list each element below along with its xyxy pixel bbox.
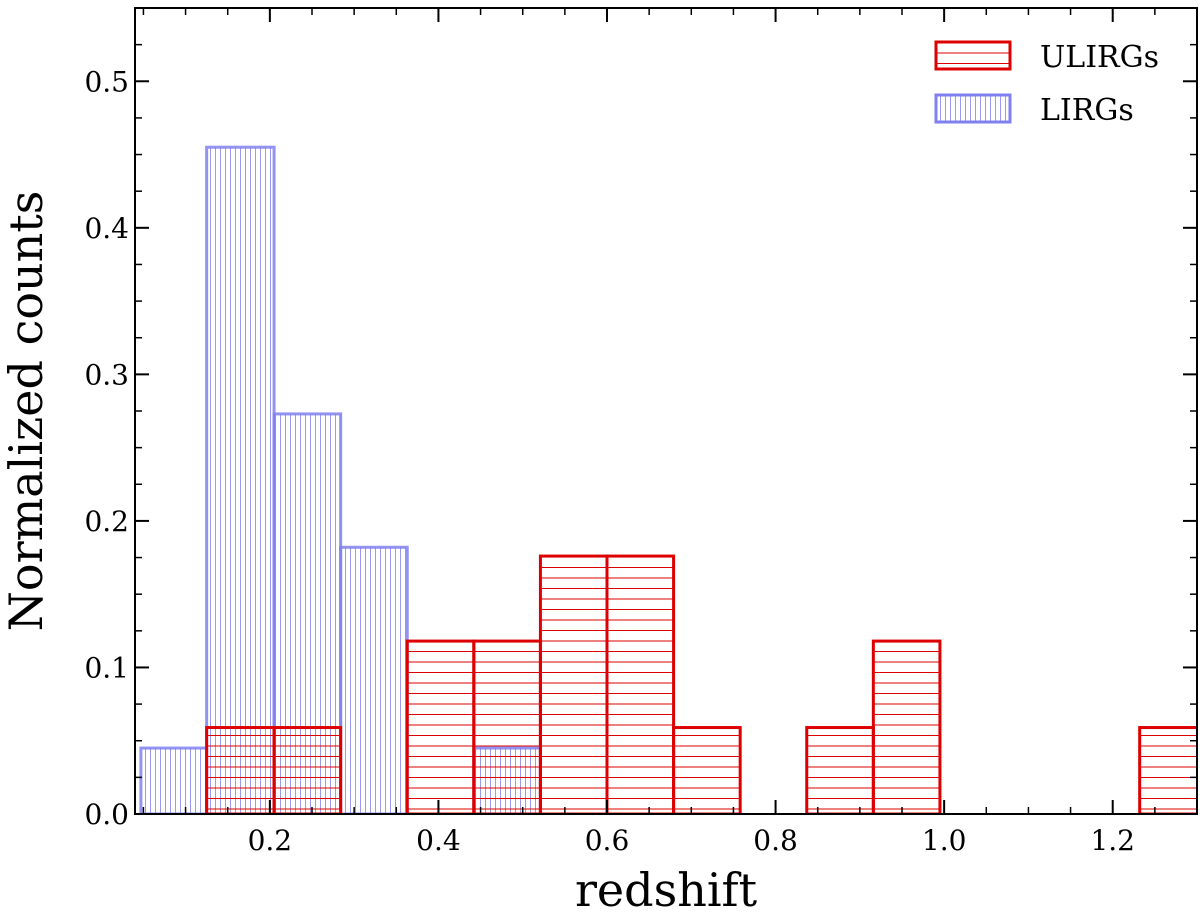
- y-tick-label-3: 0.3: [84, 358, 129, 391]
- legend-label-lirgs: LIRGs: [1040, 93, 1134, 128]
- legend-swatch-ulirgs: [934, 40, 1012, 71]
- x-tick-label-3: 0.8: [753, 824, 798, 857]
- lirgs-bar-3: [339, 545, 409, 814]
- ulirgs-bar-6: [672, 726, 742, 814]
- x-tick-label-4: 1.0: [922, 824, 967, 857]
- x-axis-label: redshift: [575, 863, 758, 915]
- y-tick-label-0: 0.0: [84, 798, 129, 831]
- y-tick-label-5: 0.5: [84, 65, 129, 98]
- legend: ULIRGs LIRGs: [934, 40, 1159, 128]
- ulirgs-bar-2: [405, 639, 476, 814]
- lirgs-bar-0: [139, 746, 209, 814]
- x-axis-ticks: 0.2 0.4 0.6 0.8 1.0 1.2: [142, 8, 1198, 857]
- ulirgs-bars: [205, 554, 1197, 814]
- ulirgs-bar-7: [805, 726, 875, 814]
- y-axis-ticks: 0.0 0.1 0.2 0.3 0.4 0.5: [84, 7, 1197, 831]
- ulirgs-bar-5: [605, 554, 676, 814]
- y-axis-label: Normalized counts: [0, 191, 53, 632]
- lirgs-bar-1: [205, 145, 276, 814]
- ulirgs-bar-0: [205, 726, 276, 814]
- x-tick-label-2: 0.6: [585, 824, 630, 857]
- y-tick-label-1: 0.1: [84, 651, 129, 684]
- legend-swatch-lirgs: [934, 93, 1012, 124]
- ulirgs-bar-4: [538, 554, 609, 814]
- ulirgs-bar-1: [272, 726, 343, 814]
- ulirgs-bar-8: [871, 639, 942, 814]
- x-tick-label-5: 1.2: [1090, 824, 1135, 857]
- ulirgs-bar-3: [472, 639, 542, 814]
- legend-label-ulirgs: ULIRGs: [1040, 40, 1159, 75]
- ulirgs-bar-9: [1138, 726, 1197, 814]
- y-tick-label-2: 0.2: [84, 505, 129, 538]
- x-tick-label-0: 0.2: [248, 824, 293, 857]
- x-tick-label-1: 0.4: [416, 824, 461, 857]
- y-tick-label-4: 0.4: [84, 212, 129, 245]
